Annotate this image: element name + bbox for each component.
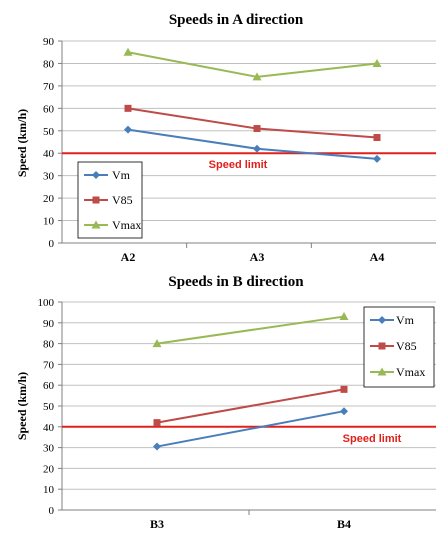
- chart-a-y-tick-label: 90: [43, 36, 55, 48]
- chart-b-title: Speeds in B direction: [168, 274, 304, 290]
- chart-a-title: Speeds in A direction: [169, 12, 304, 28]
- chart-b-y-tick-label: 60: [43, 380, 55, 392]
- chart-b-series-v85-line: [156, 388, 345, 424]
- chart-a-category-label: A2: [121, 250, 136, 264]
- chart-b-series-v85-point: [340, 385, 348, 393]
- chart-a-y-tick-label: 40: [43, 148, 55, 160]
- chart-b-y-tick-label: 40: [43, 422, 55, 434]
- chart-a-category-label: A3: [250, 250, 265, 264]
- chart-a-legend: Vm V85 Vmax: [77, 161, 143, 239]
- chart-b-y-tick-label: 100: [38, 297, 55, 309]
- chart-a-series-vmax-point: [372, 58, 382, 67]
- chart-a-series-vmax-point: [252, 72, 262, 81]
- chart-b-y-tick-label: 0: [49, 505, 55, 517]
- chart-b-y-tick-label: 50: [43, 401, 55, 413]
- chart-b-y-tick-label: 30: [43, 443, 55, 455]
- chart-b-plot-area: 0 10 20 30 40 50 60 70 80 90 100 B3 B4 Speed limit: [38, 297, 436, 531]
- chart-b-y-axis-label: Speed (km/h): [15, 372, 29, 440]
- chart-a-y-tick-label: 60: [43, 103, 55, 115]
- chart-a-series-v85-point: [373, 134, 381, 142]
- chart-b-legend-v85-marker: [378, 342, 386, 350]
- chart-b-legend-vmax-marker: [377, 367, 387, 376]
- chart-a-series-v85-point: [253, 125, 261, 133]
- chart-b-series-vm-line: [156, 410, 345, 448]
- chart-a-legend-v85-label: V85: [112, 193, 133, 207]
- chart-b-series-v85-point: [153, 419, 161, 427]
- chart-a-series-vmax-line: [127, 51, 378, 78]
- chart-b-category-label: B4: [337, 517, 351, 531]
- chart-a-plot-area: 0 10 20 30 40 50 60 70 80 90 A2 A3 A4 Speed limit: [43, 36, 436, 264]
- chart-b-legend: Vm V85 Vmax: [363, 306, 435, 388]
- chart-a-y-tick-label: 20: [43, 193, 55, 205]
- chart-a-direction: Speeds in A direction Speed (km/h) 0 10 20…: [15, 12, 436, 264]
- chart-b-y-tick-label: 70: [43, 359, 55, 371]
- chart-b-speed-limit-label: Speed limit: [343, 433, 402, 445]
- chart-b-y-tick-label: 10: [43, 484, 55, 496]
- chart-b-legend-vmax-label: Vmax: [396, 365, 425, 379]
- chart-a-legend-vmax-label: Vmax: [112, 218, 141, 232]
- chart-a-series-vm-point: [124, 125, 132, 134]
- chart-a-speed-limit-label: Speed limit: [209, 159, 268, 171]
- chart-a-series-vm-point: [373, 154, 381, 163]
- chart-a-y-tick-label: 30: [43, 171, 55, 183]
- chart-a-legend-vmax-marker: [91, 220, 101, 229]
- chart-b-legend-vm-marker: [378, 316, 386, 324]
- chart-b-category-label: B3: [150, 517, 164, 531]
- chart-a-category-label: A4: [370, 250, 385, 264]
- chart-a-series-v85-point: [124, 104, 132, 112]
- chart-b-legend-v85-label: V85: [396, 339, 417, 353]
- chart-a-legend-v85-marker: [92, 196, 100, 204]
- chart-b-legend-vm-label: Vm: [396, 313, 415, 327]
- chart-b-series-vm-point: [153, 442, 161, 451]
- chart-a-series-vmax-point: [123, 47, 133, 56]
- chart-a-y-axis-label: Speed (km/h): [15, 109, 29, 177]
- chart-a-y-tick-label: 80: [43, 58, 55, 70]
- chart-a-legend-vm-label: Vm: [112, 168, 131, 182]
- chart-a-y-tick-label: 50: [43, 126, 55, 138]
- chart-a-series-vm-point: [253, 144, 261, 153]
- chart-b-series-vmax-point: [152, 339, 162, 348]
- chart-b-y-tick-label: 80: [43, 339, 55, 351]
- chart-a-y-tick-label: 70: [43, 81, 55, 93]
- chart-b-direction: Speeds in B direction Speed (km/h) 0 10 20…: [15, 274, 436, 531]
- chart-b-y-tick-label: 20: [43, 463, 55, 475]
- chart-a-y-tick-label: 10: [43, 216, 55, 228]
- chart-b-series-vmax-point: [339, 312, 349, 321]
- chart-b-series-vm-point: [340, 407, 348, 416]
- chart-a-series-v85-line: [127, 107, 378, 139]
- chart-b-series-vmax-line: [156, 315, 345, 345]
- chart-a-legend-vm-marker: [92, 171, 100, 179]
- chart-b-y-tick-label: 90: [43, 318, 55, 330]
- chart-a-y-tick-label: 0: [49, 238, 55, 250]
